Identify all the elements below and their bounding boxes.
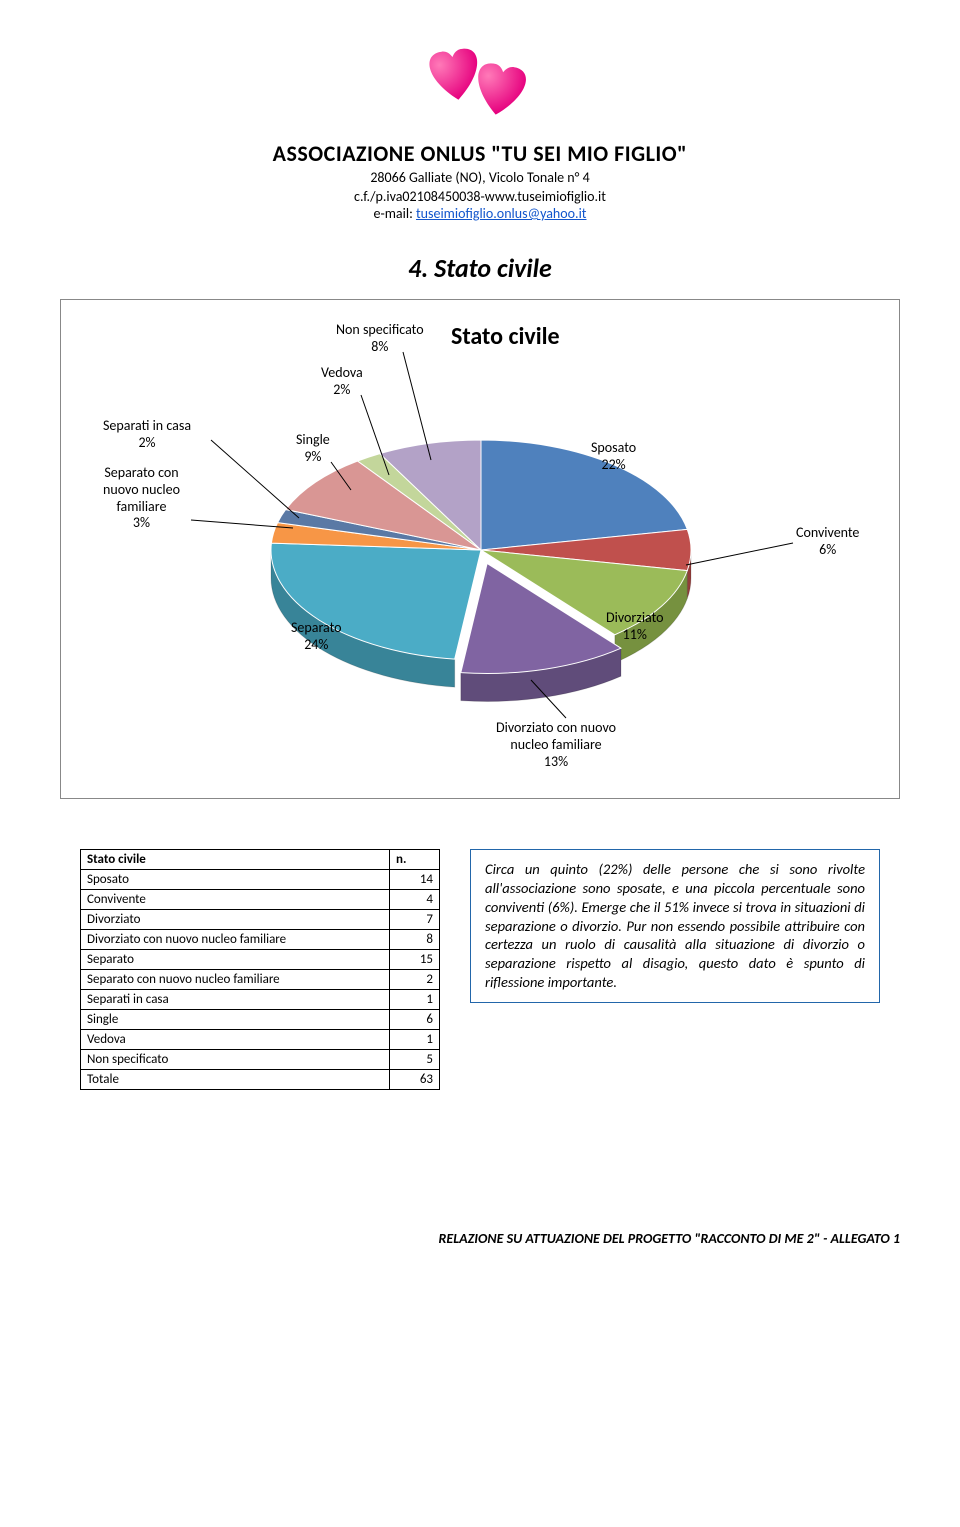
table-cell-value: 2 — [390, 970, 440, 990]
chart-callout: Non specificato8% — [336, 322, 424, 356]
chart-callout: Separato24% — [291, 620, 342, 654]
table-row: Separato15 — [81, 950, 440, 970]
table-cell-value: 5 — [390, 1050, 440, 1070]
table-row: Sposato14 — [81, 870, 440, 890]
footer-text: RELAZIONE SU ATTUAZIONE DEL PROGETTO "RA… — [60, 1230, 900, 1247]
table-row: Separato con nuovo nucleo familiare2 — [81, 970, 440, 990]
table-cell-label: Non specificato — [81, 1050, 390, 1070]
table-row: Non specificato5 — [81, 1050, 440, 1070]
chart-callout: Separati in casa2% — [103, 418, 191, 452]
table-cell-value: 1 — [390, 1030, 440, 1050]
table-cell-label: Totale — [81, 1070, 390, 1090]
org-address: 28066 Galliate (NO), Vicolo Tonale n° 4 — [60, 169, 900, 186]
table-cell-value: 7 — [390, 910, 440, 930]
table-cell-label: Divorziato con nuovo nucleo familiare — [81, 930, 390, 950]
pie-chart: Stato civile Sposato22%Convivente6%Divor… — [60, 299, 900, 799]
chart-callout: Sposato22% — [591, 440, 636, 474]
chart-callout: Single9% — [296, 432, 330, 466]
document-header: ASSOCIAZIONE ONLUS "TU SEI MIO FIGLIO" 2… — [60, 40, 900, 222]
table-row: Divorziato7 — [81, 910, 440, 930]
chart-callout: Convivente6% — [796, 525, 859, 559]
table-cell-label: Divorziato — [81, 910, 390, 930]
table-cell-value: 15 — [390, 950, 440, 970]
table-row: Convivente4 — [81, 890, 440, 910]
commentary-box: Circa un quinto (22%) delle persone che … — [470, 849, 880, 1003]
table-cell-value: 14 — [390, 870, 440, 890]
table-cell-label: Separati in casa — [81, 990, 390, 1010]
table-row: Vedova1 — [81, 1030, 440, 1050]
pie-svg — [61, 300, 901, 800]
chart-callout: Divorziato con nuovonucleo familiare13% — [496, 720, 616, 770]
table-header-count: n. — [390, 850, 440, 870]
callout-leader — [403, 352, 431, 460]
chart-callout: Divorziato11% — [606, 610, 664, 644]
callout-leader — [211, 440, 299, 518]
table-row: Separati in casa1 — [81, 990, 440, 1010]
table-cell-value: 1 — [390, 990, 440, 1010]
org-title: ASSOCIAZIONE ONLUS "TU SEI MIO FIGLIO" — [60, 140, 900, 167]
logo-hearts — [410, 40, 550, 130]
table-cell-value: 8 — [390, 930, 440, 950]
table-row: Single6 — [81, 1010, 440, 1030]
callout-leader — [686, 543, 793, 565]
table-cell-value: 6 — [390, 1010, 440, 1030]
org-email: e-mail: tuseimiofiglio.onlus@yahoo.it — [60, 205, 900, 222]
section-title: 4. Stato civile — [60, 252, 900, 284]
email-link[interactable]: tuseimiofiglio.onlus@yahoo.it — [416, 205, 587, 222]
table-row: Totale63 — [81, 1070, 440, 1090]
chart-callout: Separato connuovo nucleofamiliare3% — [103, 465, 180, 532]
table-header-label: Stato civile — [81, 850, 390, 870]
table-cell-label: Sposato — [81, 870, 390, 890]
data-table: Stato civile n. Sposato14Convivente4Divo… — [80, 849, 440, 1090]
table-cell-label: Vedova — [81, 1030, 390, 1050]
org-fiscal: c.f./p.iva02108450038-www.tuseimiofiglio… — [60, 188, 900, 205]
table-row: Divorziato con nuovo nucleo familiare8 — [81, 930, 440, 950]
chart-callout: Vedova2% — [321, 365, 363, 399]
table-cell-label: Separato con nuovo nucleo familiare — [81, 970, 390, 990]
table-cell-value: 4 — [390, 890, 440, 910]
table-cell-label: Single — [81, 1010, 390, 1030]
table-cell-value: 63 — [390, 1070, 440, 1090]
table-cell-label: Separato — [81, 950, 390, 970]
table-cell-label: Convivente — [81, 890, 390, 910]
